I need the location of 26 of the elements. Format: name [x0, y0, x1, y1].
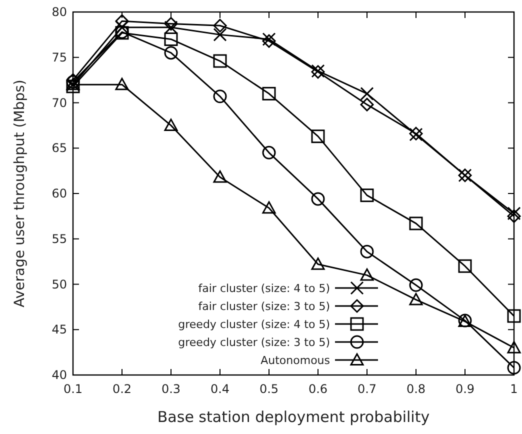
- x-tick-label: 0.6: [308, 382, 328, 396]
- x-tick-label: 0.5: [259, 382, 279, 396]
- x-tick-label: 0.3: [161, 382, 181, 396]
- y-tick-label: 50: [52, 277, 67, 292]
- x-tick-label: 0.1: [63, 382, 83, 396]
- x-tick-label: 0.7: [357, 382, 377, 396]
- legend-label: fair cluster (size: 3 to 5): [198, 300, 330, 313]
- x-tick-label: 0.2: [112, 382, 132, 396]
- legend-label: fair cluster (size: 4 to 5): [198, 282, 330, 295]
- y-tick-label: 55: [52, 232, 67, 246]
- x-axis-title: Base station deployment probability: [157, 408, 430, 426]
- y-tick-label: 65: [52, 141, 67, 156]
- legend-label: greedy cluster (size: 3 to 5): [178, 336, 330, 349]
- y-axis-title: Average user throughput (Mbps): [12, 80, 28, 308]
- y-tick-label: 75: [52, 50, 67, 64]
- x-tick-label: 0.8: [406, 382, 426, 396]
- y-tick-label: 80: [52, 5, 67, 19]
- y-tick-label: 40: [52, 368, 67, 382]
- x-tick-label: 0.9: [455, 382, 475, 396]
- y-tick-label: 60: [52, 186, 67, 200]
- x-tick-label: 0.4: [210, 382, 230, 396]
- y-tick-label: 70: [52, 96, 67, 110]
- x-tick-label: 1: [510, 382, 518, 396]
- legend-label: Autonomous: [260, 354, 330, 367]
- y-tick-label: 45: [52, 322, 67, 337]
- legend-label: greedy cluster (size: 4 to 5): [178, 318, 330, 331]
